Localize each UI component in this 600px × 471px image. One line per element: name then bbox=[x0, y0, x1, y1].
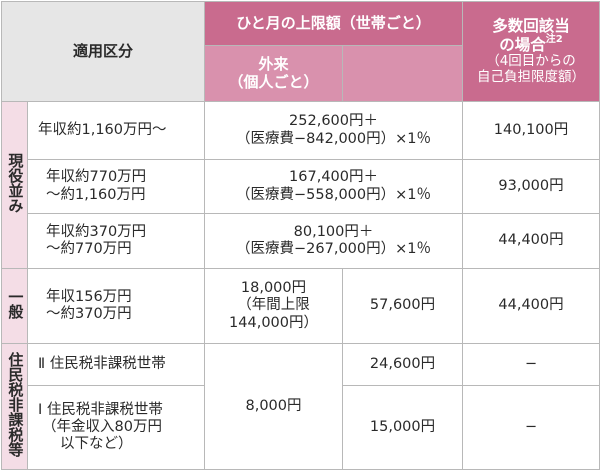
row6-limit: 15,000円 bbox=[342, 385, 464, 470]
table-row: Ⅰ 住民税非課税世帯 （年金収入80万円 以下など） 15,000円 − bbox=[2, 385, 600, 470]
row1-multiple: 140,100円 bbox=[462, 101, 600, 160]
row4-outpatient-line2: （年間上限 bbox=[237, 297, 310, 314]
header-multiple-sub1: （4回目からの bbox=[486, 52, 576, 69]
row6-category-line3: 以下など） bbox=[60, 436, 133, 453]
row6-multiple: − bbox=[462, 385, 600, 470]
header-multiple-line2: の場合 bbox=[499, 35, 546, 54]
row2-category-line2: 〜約1,160万円 bbox=[46, 186, 146, 203]
row4-outpatient-line1: 18,000円 bbox=[240, 280, 307, 297]
header-outpatient-line2: （個人ごと） bbox=[228, 72, 319, 91]
row2-multiple: 93,000円 bbox=[462, 159, 600, 214]
table-row: 現役並み 年収約1,160万円〜 252,600円＋ （医療費−842,000円… bbox=[1, 101, 600, 269]
row3-multiple: 44,400円 bbox=[462, 213, 600, 269]
row4-outpatient-line3: 144,000円） bbox=[229, 314, 318, 331]
row1-limit-line1: 252,600円＋ bbox=[289, 113, 378, 130]
row4-category-line1: 年収156万円 bbox=[46, 288, 132, 305]
header-multiple-note: 注2 bbox=[545, 33, 563, 45]
group-active-label: 現役並み bbox=[1, 101, 28, 269]
header-monthly-limit: ひと月の上限額（世帯ごと） bbox=[204, 1, 464, 46]
row3-limit: 80,100円＋ （医療費−267,000円）×1％ bbox=[204, 213, 464, 269]
row5-outpatient: 8,000円 bbox=[204, 343, 344, 470]
row2-limit: 167,400円＋ （医療費−558,000円）×1％ bbox=[204, 159, 464, 214]
row3-limit-line2: （医療費−267,000円）×1％ bbox=[236, 241, 432, 257]
group-active-text: 現役並み bbox=[6, 152, 25, 213]
row5-limit: 24,600円 bbox=[342, 343, 464, 386]
header-multiple-sub2: 自己負担限度額） bbox=[477, 68, 586, 85]
header-category: 適用区分 bbox=[0, 1, 206, 102]
row4-category-line2: 〜約370万円 bbox=[46, 306, 132, 322]
row2-category-line1: 年収約770万円 bbox=[46, 169, 147, 186]
row4-category: 年収156万円 〜約370万円 bbox=[26, 268, 206, 344]
header-outpatient: 外来 （個人ごと） bbox=[204, 45, 344, 102]
row2-category: 年収約770万円 〜約1,160万円 bbox=[26, 159, 206, 214]
row4-limit: 57,600円 bbox=[342, 268, 464, 344]
header-empty bbox=[342, 45, 464, 102]
row3-category: 年収約370万円 〜約770万円 bbox=[26, 213, 206, 269]
group-general-text: 一般 bbox=[6, 288, 25, 319]
table-row: 一般 年収156万円 〜約370万円 18,000円 （年間上限 144,000… bbox=[1, 268, 600, 344]
row5-category: Ⅱ 住民税非課税世帯 bbox=[26, 343, 206, 386]
row6-category-line1: Ⅰ 住民税非課税世帯 bbox=[38, 401, 163, 418]
row1-category-line1: 年収約1,160万円〜 bbox=[38, 121, 167, 138]
row6-category: Ⅰ 住民税非課税世帯 （年金収入80万円 以下など） bbox=[26, 385, 206, 470]
group-exempt-label: 住民税非課税等 bbox=[1, 343, 28, 470]
row3-limit-line1: 80,100円＋ bbox=[293, 223, 374, 240]
row3-category-line2: 〜約770万円 bbox=[46, 241, 132, 257]
table-row: 住民税非課税等 Ⅱ 住民税非課税世帯 8,000円 24,600円 − bbox=[1, 343, 600, 470]
group-general-label: 一般 bbox=[1, 268, 28, 344]
row2-limit-line1: 167,400円＋ bbox=[289, 169, 378, 186]
header-row-1: 適用区分 ひと月の上限額（世帯ごと） 多数回該当 の場合注2 （4回目からの 自… bbox=[0, 1, 600, 102]
header-outpatient-line1: 外来 bbox=[258, 54, 289, 73]
header-multiple-line2-wrap: の場合注2 bbox=[463, 33, 599, 54]
row2-limit-line2: （医療費−558,000円）×1％ bbox=[236, 186, 432, 203]
row4-multiple: 44,400円 bbox=[462, 268, 600, 344]
row1-limit: 252,600円＋ （医療費−842,000円）×1％ bbox=[204, 101, 464, 160]
group-exempt-text: 住民税非課税等 bbox=[6, 351, 25, 457]
row3-category-line1: 年収約370万円 bbox=[46, 223, 147, 240]
header-row-2: 外来 （個人ごと） bbox=[2, 45, 600, 102]
row5-category-line1: Ⅱ 住民税非課税世帯 bbox=[38, 355, 166, 372]
row1-category: 年収約1,160万円〜 bbox=[26, 101, 206, 160]
header-multiple: 多数回該当 の場合注2 （4回目からの 自己負担限度額） bbox=[462, 1, 600, 102]
row6-category-line2: （年金収入80万円 bbox=[42, 418, 162, 435]
table-row: 年収約770万円 〜約1,160万円 167,400円＋ （医療費−558,00… bbox=[2, 159, 600, 214]
row1-limit-line2: （医療費−842,000円）×1％ bbox=[236, 130, 432, 147]
header-multiple-line1: 多数回該当 bbox=[492, 17, 570, 36]
row5-multiple: − bbox=[462, 343, 600, 386]
row4-outpatient: 18,000円 （年間上限 144,000円） bbox=[204, 268, 344, 344]
table-row: 年収約370万円 〜約770万円 80,100円＋ （医療費−267,000円）… bbox=[2, 213, 600, 269]
